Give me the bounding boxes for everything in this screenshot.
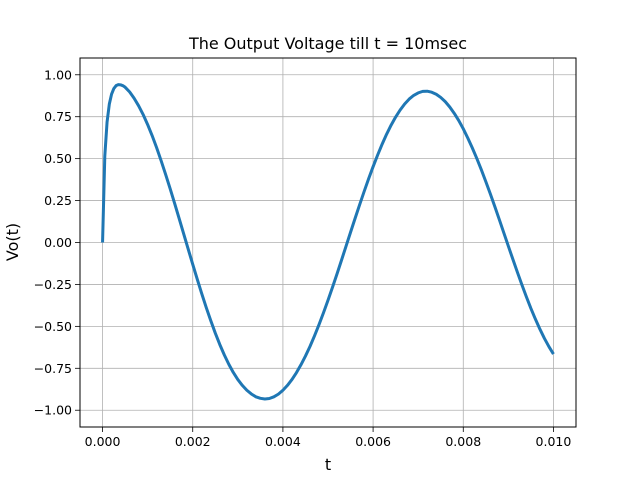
y-axis-label: Vo(t) (3, 223, 22, 261)
x-tick-label: 0.002 (175, 434, 211, 449)
series-line-0 (101, 83, 555, 401)
y-tick-label: 0.25 (44, 193, 72, 208)
tick-layer: 0.000 0.002 0.004 0.006 0.008 0.010 −1.00 −0.75… (34, 67, 572, 449)
x-tick-label: 0.000 (85, 434, 121, 449)
y-tick-label: −0.50 (34, 319, 72, 334)
x-axis-label: t (325, 455, 331, 474)
x-tick-label: 0.008 (445, 434, 481, 449)
y-tick-label: −1.00 (34, 403, 72, 418)
y-tick-label: −0.25 (34, 277, 72, 292)
x-tick-label: 0.010 (536, 434, 572, 449)
y-tick-label: 0.50 (44, 151, 72, 166)
x-tick-label: 0.004 (265, 434, 301, 449)
chart-title: The Output Voltage till t = 10msec (188, 34, 467, 53)
y-tick-label: −0.75 (34, 361, 72, 376)
y-tick-label: 0.75 (44, 109, 72, 124)
y-tick-label: 0.00 (44, 235, 72, 250)
y-tick-label: 1.00 (44, 67, 72, 82)
grid-layer (80, 58, 576, 427)
series-layer (101, 83, 555, 401)
x-tick-label: 0.006 (355, 434, 391, 449)
